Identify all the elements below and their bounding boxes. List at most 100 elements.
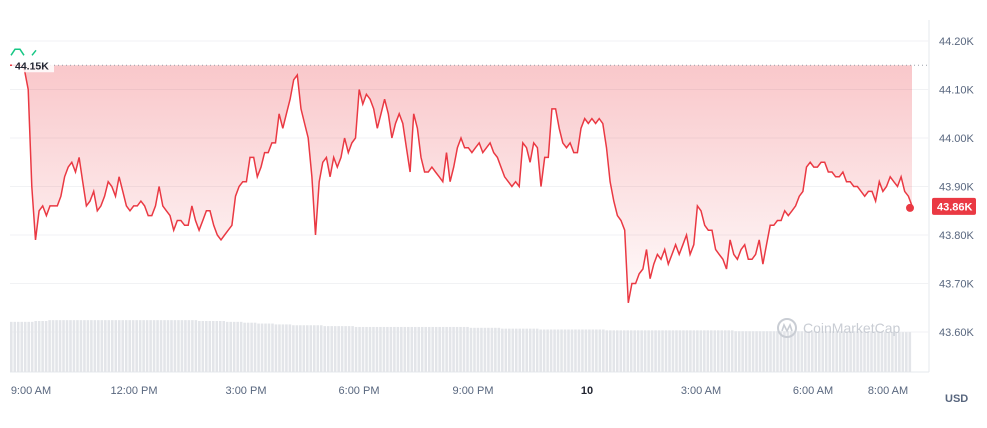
volume-bar	[588, 329, 591, 372]
volume-bar	[51, 320, 55, 372]
volume-bar	[647, 330, 650, 372]
volume-bar	[191, 320, 194, 372]
volume-bar	[737, 331, 741, 372]
volume-bar	[121, 320, 125, 372]
volume-bar	[184, 320, 187, 372]
volume-bar	[156, 320, 159, 372]
volume-bar	[699, 330, 703, 372]
volume-bar	[159, 320, 163, 372]
volume-bar	[758, 331, 762, 372]
volume-bar	[682, 330, 685, 372]
open-price-text: 44.15K	[15, 60, 49, 72]
volume-bar	[368, 326, 372, 372]
volume-bar	[351, 326, 354, 372]
volume-bar	[138, 320, 142, 372]
volume-bar	[751, 331, 755, 372]
volume-bar	[58, 320, 62, 372]
volume-bar	[487, 327, 490, 372]
volume-bar	[243, 322, 246, 372]
x-tick-label: 10	[581, 385, 593, 397]
volume-bar	[365, 326, 368, 372]
volume-bar	[741, 331, 744, 372]
current-price-dot	[906, 203, 914, 212]
volume-bar	[469, 327, 473, 372]
coinmarketcap-watermark: CoinMarketCap	[777, 318, 900, 338]
volume-bar	[518, 328, 522, 372]
volume-bar	[65, 320, 69, 372]
volume-bar	[633, 330, 636, 372]
volume-bar	[41, 321, 44, 372]
x-tick-label: 9:00 AM	[11, 385, 51, 397]
volume-bar	[811, 331, 814, 372]
volume-bar	[10, 321, 13, 372]
volume-bar	[309, 325, 313, 372]
volume-bar	[23, 321, 27, 372]
y-tick-label: 43.90K	[939, 182, 975, 194]
volume-bar	[403, 326, 407, 372]
volume-bar	[508, 328, 511, 372]
volume-bar	[821, 331, 825, 372]
volume-bar	[441, 326, 445, 372]
volume-bar	[271, 323, 274, 372]
volume-bar	[800, 331, 804, 372]
volume-bar	[79, 320, 83, 372]
volume-bar	[201, 321, 205, 372]
volume-bar	[30, 321, 34, 372]
volume-bar	[657, 330, 661, 372]
volume-bar	[145, 320, 149, 372]
volume-bar	[417, 326, 421, 372]
volume-bar	[831, 331, 835, 372]
volume-bar	[211, 321, 215, 372]
volume-bar	[194, 320, 198, 372]
volume-bar	[107, 320, 111, 372]
volume-bar	[654, 330, 657, 372]
volume-bar	[497, 327, 501, 372]
volume-bar	[323, 326, 327, 372]
volume-bar	[37, 321, 41, 372]
volume-bar	[814, 331, 818, 372]
volume-bar	[445, 326, 448, 372]
volume-bar	[427, 326, 431, 372]
currency-unit: USD	[945, 393, 968, 405]
volume-bar	[828, 331, 831, 372]
volume-bar	[382, 326, 386, 372]
y-tick-label: 43.60K	[939, 327, 975, 339]
volume-bar	[560, 329, 563, 372]
volume-bar	[177, 320, 180, 372]
volume-bar	[267, 323, 271, 372]
volume-bar	[55, 320, 58, 372]
x-tick-label: 6:00 AM	[793, 385, 833, 397]
volume-bar	[710, 330, 713, 372]
volume-bar	[636, 330, 640, 372]
volume-bar	[490, 327, 494, 372]
volume-bar	[807, 331, 811, 372]
volume-bar	[462, 326, 466, 372]
volume-bar	[842, 331, 845, 372]
volume-bar	[264, 323, 267, 372]
volume-bar	[783, 331, 786, 372]
volume-bar	[302, 325, 306, 372]
coinmarketcap-logo-icon	[777, 318, 797, 338]
volume-bar	[292, 325, 295, 372]
volume-bar	[570, 329, 574, 372]
volume-bar	[605, 330, 609, 372]
volume-bar	[622, 330, 626, 372]
price-line-above-open	[10, 48, 37, 56]
volume-bar	[104, 320, 107, 372]
volume-bar	[532, 328, 535, 372]
y-axis: 44.20K 44.10K 44.00K 43.90K 43.80K 43.70K 43.6…	[939, 36, 975, 339]
volume-bar	[877, 331, 880, 372]
volume-bar	[824, 331, 828, 372]
volume-bar	[163, 320, 166, 372]
volume-bar	[347, 326, 351, 372]
volume-bar	[316, 325, 320, 372]
volume-bar	[640, 330, 643, 372]
volume-bar	[734, 331, 737, 372]
volume-bar	[149, 320, 152, 372]
volume-bar	[114, 320, 118, 372]
volume-bar	[650, 330, 654, 372]
x-tick-label: 8:00 AM	[868, 385, 908, 397]
volume-bar	[898, 332, 901, 372]
volume-bar	[100, 320, 104, 372]
